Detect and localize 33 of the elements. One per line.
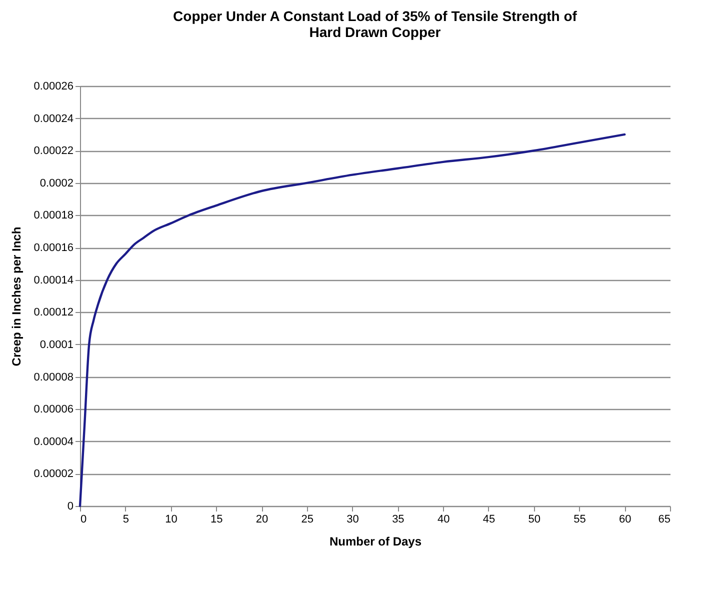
x-tick-label: 65: [658, 514, 670, 526]
x-axis-title: Number of Days: [329, 534, 422, 548]
x-tick-label: 50: [528, 514, 540, 526]
x-tick-label: 0: [80, 514, 87, 526]
y-tick-label: 0.00024: [34, 112, 74, 125]
y-tick-label: 0.00026: [34, 80, 74, 92]
y-tick-label: 0.0002: [40, 177, 74, 190]
text: Hard Drawn Copper: [309, 24, 441, 40]
x-tick-label: 35: [392, 514, 404, 526]
y-tick-label: 0.00002: [34, 468, 74, 480]
y-tick-label: 0.00016: [34, 242, 74, 254]
y-tick-label: 0.00018: [34, 210, 74, 222]
x-tick-label: 45: [482, 514, 496, 526]
x-tick-label: 60: [618, 514, 632, 526]
x-tick-label: 5: [122, 514, 129, 526]
y-tick-label: 0.00014: [34, 274, 74, 286]
line-series: [78, 133, 626, 508]
text: Copper Under A Constant Load of 35% of Tensile Strength of: [173, 8, 577, 24]
y-tick-label: 0.00012: [34, 306, 74, 319]
x-tick-label: 25: [301, 514, 314, 526]
y-tick-label: 0.00004: [34, 436, 74, 448]
y-tick-label: 0.0001: [40, 338, 74, 351]
x-tick-label: 55: [574, 514, 586, 526]
x-tick-label: 15: [210, 514, 223, 526]
x-tick-label: 20: [256, 514, 268, 526]
y-tick-label: 0.00022: [34, 145, 74, 158]
x-tick-label: 30: [346, 514, 359, 526]
x-tick-label: 10: [165, 514, 178, 526]
y-tick-label: 0.00008: [34, 371, 74, 384]
x-tick-label: 40: [437, 514, 450, 526]
y-axis-title: Creep in Inches per Inch: [10, 226, 24, 366]
y-tick-label: 0.00006: [34, 404, 74, 416]
y-tick-label: 0: [67, 500, 74, 512]
